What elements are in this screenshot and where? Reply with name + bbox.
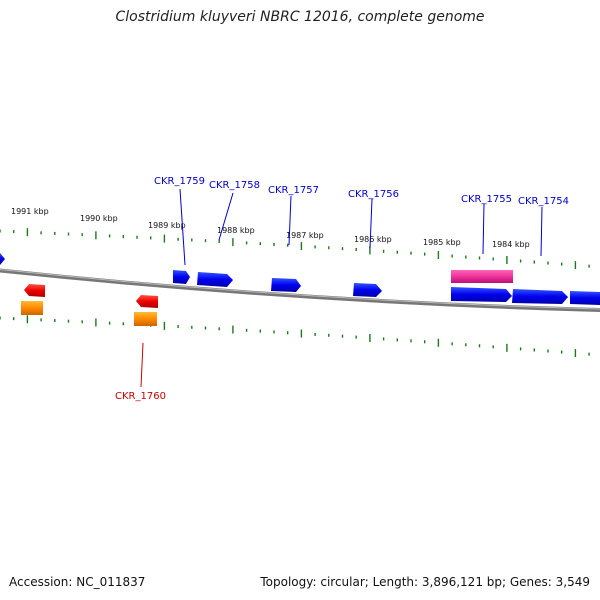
gene-label-CKR_1758[interactable]: CKR_1758: [209, 180, 260, 191]
genome-backbone-highlight: [0, 269, 600, 310]
gene-arrow-partial-left[interactable]: [0, 253, 5, 265]
feature-pink-CKR_1755[interactable]: [451, 270, 513, 283]
kbp-label-1990: 1990 kbp: [80, 214, 118, 223]
leader-CKR_1760: [140, 342, 144, 388]
gene-label-CKR_1759[interactable]: CKR_1759: [154, 176, 205, 187]
leader-CKR_1758: [218, 192, 234, 241]
rna-gene-left[interactable]: [21, 301, 43, 315]
gene-label-CKR_1756[interactable]: CKR_1756: [348, 189, 399, 200]
gene-arrow-reverse-left[interactable]: [24, 284, 45, 297]
gene-arrow-partial-right[interactable]: [570, 291, 600, 305]
kbp-label-1984: 1984 kbp: [492, 240, 530, 249]
leader-CKR_1759: [179, 188, 186, 266]
genome-summary-text: Topology: circular; Length: 3,896,121 bp…: [260, 575, 590, 589]
gene-arrow-CKR_1760[interactable]: [136, 295, 158, 308]
kbp-label-1988: 1988 kbp: [217, 226, 255, 235]
page-title: Clostridium kluyveri NBRC 12016, complet…: [115, 9, 485, 25]
leader-CKR_1756: [369, 198, 373, 249]
scale-ticks-lower: [0, 315, 590, 358]
gene-arrow-CKR_1758[interactable]: [197, 272, 233, 287]
gene-label-CKR_1760[interactable]: CKR_1760: [115, 391, 166, 402]
gene-label-CKR_1757[interactable]: CKR_1757: [268, 185, 319, 196]
leader-CKR_1757: [288, 195, 292, 246]
rna-gene-CKR_1760[interactable]: [134, 312, 157, 326]
gene-label-CKR_1754[interactable]: CKR_1754: [518, 196, 569, 207]
gene-label-CKR_1755[interactable]: CKR_1755: [461, 194, 512, 205]
genome-backbone: [0, 268, 600, 312]
kbp-label-1991: 1991 kbp: [11, 207, 49, 216]
kbp-label-1986: 1986 kbp: [354, 235, 392, 244]
scale-ticks-upper: [0, 228, 590, 270]
kbp-label-1987: 1987 kbp: [286, 231, 324, 240]
gene-arrow-CKR_1756[interactable]: [353, 283, 382, 297]
gene-arrow-CKR_1759[interactable]: [173, 270, 190, 284]
kbp-label-1985: 1985 kbp: [423, 238, 461, 247]
gene-arrow-CKR_1757[interactable]: [271, 278, 301, 292]
gene-arrow-CKR_1755[interactable]: [451, 287, 512, 302]
leader-CKR_1754: [540, 206, 543, 257]
accession-text: Accession: NC_011837: [9, 575, 146, 589]
gene-arrow-CKR_1754[interactable]: [512, 289, 568, 304]
kbp-label-1989: 1989 kbp: [148, 221, 186, 230]
leader-CKR_1755: [482, 203, 485, 255]
